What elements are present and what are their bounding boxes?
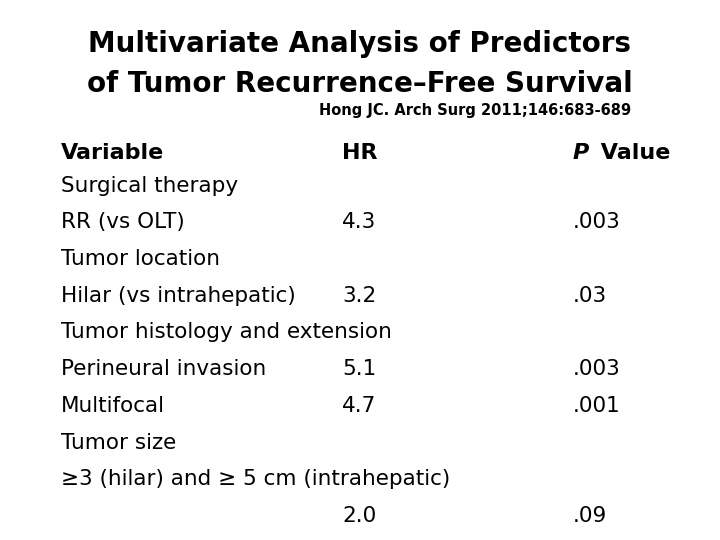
Text: Hong JC. Arch Surg 2011;146:683-689: Hong JC. Arch Surg 2011;146:683-689	[319, 103, 631, 118]
Text: Perineural invasion: Perineural invasion	[61, 359, 266, 379]
Text: .003: .003	[572, 359, 620, 379]
Text: Tumor size: Tumor size	[61, 433, 176, 453]
Text: Variable: Variable	[61, 143, 164, 163]
Text: 3.2: 3.2	[342, 286, 377, 306]
Text: HR: HR	[342, 143, 377, 163]
Text: Surgical therapy: Surgical therapy	[61, 176, 238, 195]
Text: Tumor location: Tumor location	[61, 249, 220, 269]
Text: ≥3 (hilar) and ≥ 5 cm (intrahepatic): ≥3 (hilar) and ≥ 5 cm (intrahepatic)	[61, 469, 451, 489]
Text: 2.0: 2.0	[342, 506, 377, 526]
Text: .003: .003	[572, 212, 620, 232]
Text: Multifocal: Multifocal	[61, 396, 165, 416]
Text: of Tumor Recurrence–Free Survival: of Tumor Recurrence–Free Survival	[87, 70, 633, 98]
Text: RR (vs OLT): RR (vs OLT)	[61, 212, 185, 232]
Text: Multivariate Analysis of Predictors: Multivariate Analysis of Predictors	[89, 30, 631, 58]
Text: Value: Value	[593, 143, 670, 163]
Text: P: P	[572, 143, 589, 163]
Text: .001: .001	[572, 396, 620, 416]
Text: 4.3: 4.3	[342, 212, 377, 232]
Text: Tumor histology and extension: Tumor histology and extension	[61, 322, 392, 342]
Text: Hilar (vs intrahepatic): Hilar (vs intrahepatic)	[61, 286, 296, 306]
Text: 5.1: 5.1	[342, 359, 377, 379]
Text: .09: .09	[572, 506, 607, 526]
Text: .03: .03	[572, 286, 606, 306]
Text: 4.7: 4.7	[342, 396, 377, 416]
